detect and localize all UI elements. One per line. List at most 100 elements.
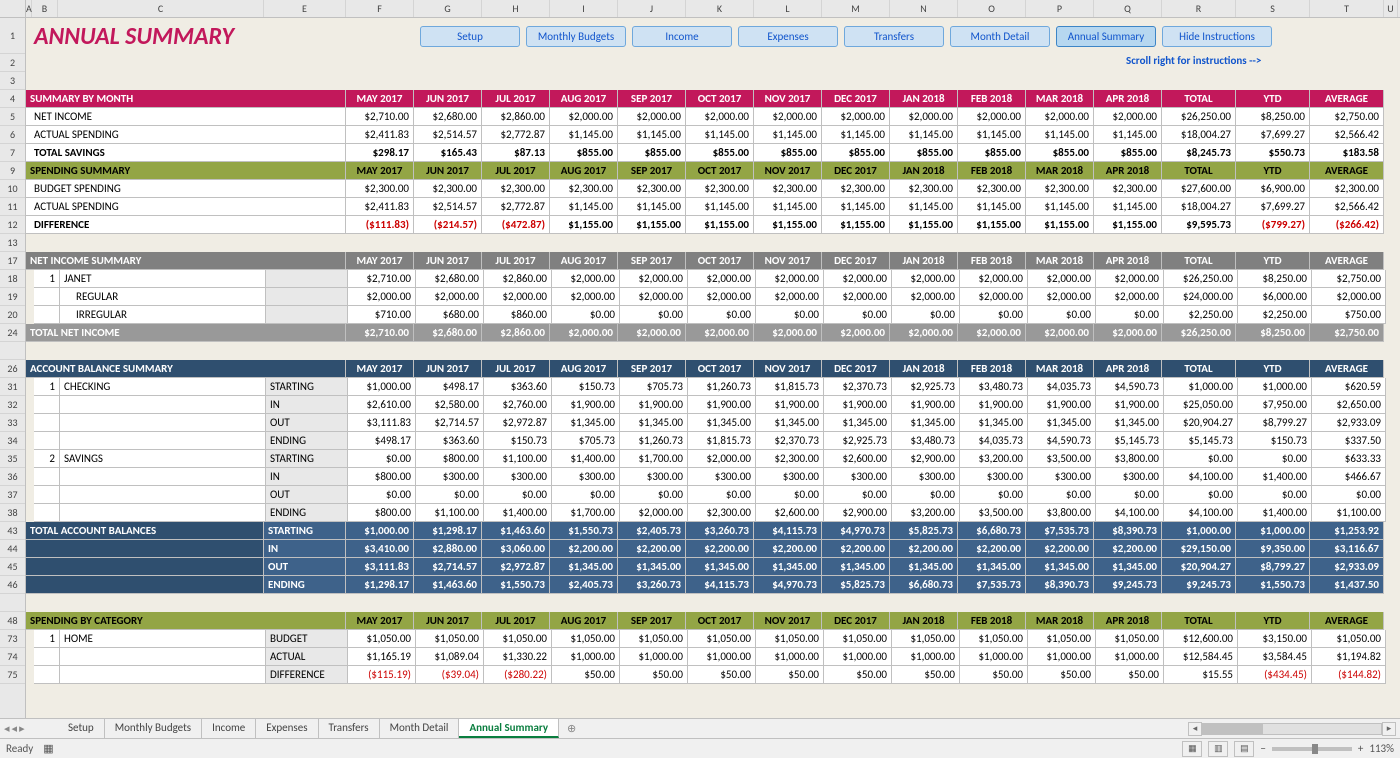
data-cell[interactable]: $1,050.00 xyxy=(484,630,552,648)
data-cell[interactable]: $1,155.00 xyxy=(822,216,890,234)
data-cell[interactable]: $3,480.73 xyxy=(892,432,960,450)
data-cell[interactable]: $300.00 xyxy=(892,468,960,486)
data-cell[interactable]: $1,400.00 xyxy=(1238,468,1312,486)
data-cell[interactable]: $2,514.57 xyxy=(414,198,482,216)
row-header-24[interactable]: 24 xyxy=(0,324,25,342)
data-cell[interactable]: $150.73 xyxy=(1238,432,1312,450)
data-cell[interactable]: $1,900.00 xyxy=(688,396,756,414)
data-cell[interactable]: $0.00 xyxy=(824,486,892,504)
data-cell[interactable]: $800.00 xyxy=(348,504,416,522)
row-header-43[interactable]: 43 xyxy=(0,522,25,540)
row-header-13[interactable]: 13 xyxy=(0,234,25,252)
data-cell[interactable]: $50.00 xyxy=(552,666,620,684)
data-cell[interactable]: $1,900.00 xyxy=(960,396,1028,414)
data-cell[interactable]: $1,145.00 xyxy=(958,198,1026,216)
data-cell[interactable]: $2,514.57 xyxy=(414,126,482,144)
data-cell[interactable]: $1,145.00 xyxy=(890,198,958,216)
data-cell[interactable]: $1,050.00 xyxy=(1096,630,1164,648)
data-cell[interactable]: $1,000.00 xyxy=(620,648,688,666)
data-cell[interactable]: $0.00 xyxy=(1238,450,1312,468)
data-cell[interactable]: $2,000.00 xyxy=(892,288,960,306)
data-cell[interactable]: $0.00 xyxy=(620,306,688,324)
col-header-B[interactable]: B xyxy=(32,0,58,17)
data-cell[interactable]: $1,050.00 xyxy=(824,630,892,648)
data-cell[interactable]: $855.00 xyxy=(958,144,1026,162)
data-cell[interactable]: $1,155.00 xyxy=(1094,216,1162,234)
data-cell[interactable]: $2,000.00 xyxy=(552,288,620,306)
data-cell[interactable]: $2,250.00 xyxy=(1238,306,1312,324)
data-cell[interactable]: $1,089.04 xyxy=(416,648,484,666)
data-cell[interactable]: $2,000.00 xyxy=(960,288,1028,306)
row-header-34[interactable]: 34 xyxy=(0,432,25,450)
data-cell[interactable]: $1,100.00 xyxy=(1312,504,1386,522)
data-cell[interactable]: $0.00 xyxy=(824,306,892,324)
data-cell[interactable]: $1,000.00 xyxy=(1164,378,1238,396)
data-cell[interactable]: $3,584.45 xyxy=(1238,648,1312,666)
data-cell[interactable]: $2,300.00 xyxy=(1310,180,1384,198)
data-cell[interactable]: $1,050.00 xyxy=(620,630,688,648)
zoom-out-icon[interactable]: − xyxy=(1260,742,1265,755)
data-cell[interactable]: $498.17 xyxy=(416,378,484,396)
data-cell[interactable]: $2,925.73 xyxy=(892,378,960,396)
sheet-tab-transfers[interactable]: Transfers xyxy=(319,719,380,738)
data-cell[interactable]: $1,000.00 xyxy=(892,648,960,666)
data-cell[interactable]: ($266.42) xyxy=(1310,216,1384,234)
data-cell[interactable]: $0.00 xyxy=(348,450,416,468)
data-cell[interactable]: $633.33 xyxy=(1312,450,1386,468)
data-cell[interactable]: $2,760.00 xyxy=(484,396,552,414)
data-cell[interactable]: $705.73 xyxy=(620,378,688,396)
data-cell[interactable]: $3,500.00 xyxy=(960,504,1028,522)
row-header-10[interactable]: 10 xyxy=(0,180,25,198)
row-header-blank[interactable] xyxy=(0,594,25,612)
data-cell[interactable]: $550.73 xyxy=(1236,144,1310,162)
data-cell[interactable]: $3,480.73 xyxy=(960,378,1028,396)
data-cell[interactable]: $1,345.00 xyxy=(620,414,688,432)
data-cell[interactable]: $2,900.00 xyxy=(824,504,892,522)
data-cell[interactable]: $0.00 xyxy=(892,306,960,324)
data-cell[interactable]: $2,000.00 xyxy=(822,108,890,126)
nav-btn-setup[interactable]: Setup xyxy=(420,26,520,47)
data-cell[interactable]: $87.13 xyxy=(482,144,550,162)
row-header-5[interactable]: 5 xyxy=(0,108,25,126)
data-cell[interactable]: $1,155.00 xyxy=(754,216,822,234)
row-header-37[interactable]: 37 xyxy=(0,486,25,504)
row-header-73[interactable]: 73 xyxy=(0,630,25,648)
sheet-tab-expenses[interactable]: Expenses xyxy=(256,719,318,738)
data-cell[interactable]: $2,000.00 xyxy=(620,504,688,522)
data-cell[interactable]: $3,150.00 xyxy=(1238,630,1312,648)
data-cell[interactable]: $2,300.00 xyxy=(890,180,958,198)
data-cell[interactable]: $2,000.00 xyxy=(550,108,618,126)
data-cell[interactable]: $1,000.00 xyxy=(688,648,756,666)
view-normal-icon[interactable]: ▦ xyxy=(1182,741,1202,757)
data-cell[interactable]: $1,155.00 xyxy=(890,216,958,234)
data-cell[interactable]: $1,345.00 xyxy=(756,414,824,432)
data-cell[interactable]: $50.00 xyxy=(1096,666,1164,684)
data-cell[interactable]: $855.00 xyxy=(890,144,958,162)
data-cell[interactable]: $2,650.00 xyxy=(1312,396,1386,414)
data-cell[interactable]: $6,000.00 xyxy=(1238,288,1312,306)
data-cell[interactable]: $20,904.27 xyxy=(1164,414,1238,432)
data-cell[interactable]: $1,155.00 xyxy=(686,216,754,234)
data-cell[interactable]: $1,000.00 xyxy=(552,648,620,666)
data-cell[interactable]: $300.00 xyxy=(1028,468,1096,486)
data-cell[interactable]: $2,250.00 xyxy=(1164,306,1238,324)
data-cell[interactable]: $0.00 xyxy=(552,306,620,324)
data-cell[interactable]: $2,000.00 xyxy=(892,270,960,288)
data-cell[interactable]: ($280.22) xyxy=(484,666,552,684)
data-cell[interactable]: $466.67 xyxy=(1312,468,1386,486)
data-cell[interactable]: $855.00 xyxy=(686,144,754,162)
data-cell[interactable]: $1,145.00 xyxy=(1094,126,1162,144)
data-cell[interactable]: $2,300.00 xyxy=(550,180,618,198)
col-header-G[interactable]: G xyxy=(414,0,482,17)
data-cell[interactable]: $363.60 xyxy=(484,378,552,396)
data-cell[interactable]: $9,595.73 xyxy=(1162,216,1236,234)
data-cell[interactable]: $18,004.27 xyxy=(1162,198,1236,216)
data-cell[interactable]: $300.00 xyxy=(484,468,552,486)
data-cell[interactable]: ($472.87) xyxy=(482,216,550,234)
data-cell[interactable]: $2,710.00 xyxy=(348,270,416,288)
data-cell[interactable]: ($39.04) xyxy=(416,666,484,684)
row-header-20[interactable]: 20 xyxy=(0,306,25,324)
data-cell[interactable]: $6,900.00 xyxy=(1236,180,1310,198)
row-header-2[interactable]: 2 xyxy=(0,54,25,72)
data-cell[interactable]: $800.00 xyxy=(348,468,416,486)
